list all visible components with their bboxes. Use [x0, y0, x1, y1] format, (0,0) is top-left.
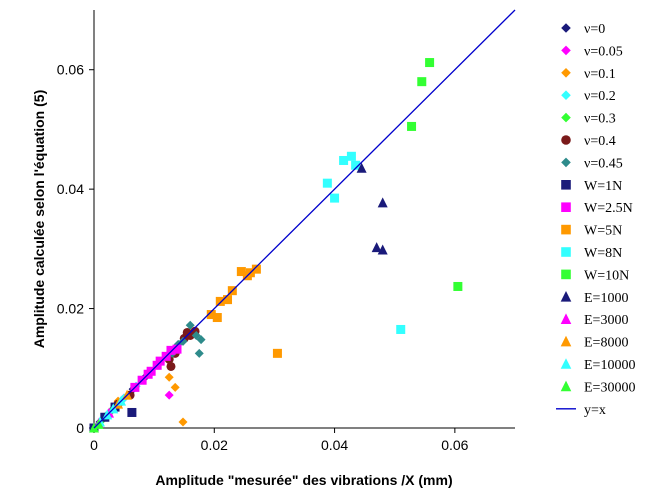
data-point — [351, 160, 361, 170]
axes — [93, 10, 515, 429]
legend-marker — [561, 269, 571, 280]
data-point — [172, 344, 182, 354]
legend-label: W=1N — [584, 179, 622, 194]
x-tick-label: 0.06 — [441, 437, 468, 453]
data-point — [371, 242, 382, 253]
legend-marker — [560, 313, 572, 324]
legend-marker — [561, 23, 571, 33]
x-tick-label: 0 — [90, 437, 98, 453]
data-point — [377, 244, 388, 255]
legend-marker — [560, 380, 572, 392]
series-10 — [322, 151, 406, 334]
legend-label: E=8000 — [584, 336, 628, 351]
series-11 — [407, 58, 463, 291]
legend-label: E=1000 — [584, 291, 628, 306]
data-point — [223, 295, 233, 305]
legend-label: E=30000 — [584, 380, 635, 395]
x-tick-label: 0.04 — [321, 437, 348, 453]
data-point — [206, 310, 216, 320]
data-point — [330, 193, 340, 203]
reference-line-y-equals-x — [93, 9, 516, 429]
data-point — [453, 281, 463, 291]
plot-area — [89, 9, 516, 433]
legend-label: W=2.5N — [584, 201, 633, 216]
legend-label: E=3000 — [584, 313, 628, 328]
data-point — [185, 320, 195, 330]
x-axis-title: Amplitude "mesurée" des vibrations /X (m… — [155, 472, 452, 488]
legend-label: ν=0.45 — [584, 156, 623, 171]
data-point — [377, 197, 388, 208]
legend: ν=0 ν=0.05 ν=0.1 ν=0.2 ν=0.3 ν=0.4 ν=0.45 W=1N W… — [556, 22, 635, 418]
ticks: 0 0.02 0.04 0.06 0 0.02 0.04 0.06 — [57, 62, 469, 453]
data-point — [166, 361, 176, 371]
data-point — [236, 267, 246, 277]
series-12 — [356, 162, 388, 255]
data-point — [178, 336, 188, 346]
data-point — [164, 390, 174, 400]
data-point — [212, 313, 222, 323]
legend-label: ν=0.4 — [584, 134, 616, 149]
legend-marker — [561, 68, 571, 78]
data-point — [196, 335, 206, 345]
data-point — [272, 348, 282, 358]
legend-marker — [561, 224, 571, 235]
legend-marker — [560, 358, 572, 369]
legend-label: W=8N — [584, 246, 622, 261]
data-point — [425, 58, 435, 68]
legend-marker — [561, 90, 571, 100]
legend-marker — [561, 180, 571, 190]
legend-label: ν=0 — [584, 22, 605, 37]
data-point — [178, 417, 188, 427]
y-axis-title: Amplitude calculée selon l'équation (5) — [31, 90, 47, 349]
legend-marker — [561, 247, 571, 257]
data-point — [170, 382, 180, 392]
legend-label: ν=0.1 — [584, 67, 616, 82]
legend-label: y=x — [584, 403, 606, 418]
data-point — [339, 155, 349, 165]
data-point — [194, 348, 204, 358]
y-tick-label: 0.04 — [57, 181, 84, 197]
legend-marker — [560, 291, 572, 302]
x-tick-label: 0.02 — [201, 437, 228, 453]
legend-label: W=10N — [584, 268, 629, 283]
legend-label: ν=0.2 — [584, 89, 616, 104]
data-point — [251, 264, 261, 274]
data-point — [127, 407, 137, 417]
legend-marker — [561, 157, 571, 168]
legend-label: ν=0.3 — [584, 112, 616, 127]
legend-marker — [561, 202, 571, 212]
data-point — [215, 296, 225, 306]
data-point — [164, 372, 174, 382]
legend-marker — [561, 45, 571, 56]
data-point — [417, 77, 427, 87]
data-point — [356, 162, 367, 173]
data-point — [322, 178, 332, 188]
y-tick-label: 0.06 — [57, 62, 84, 78]
legend-label: ν=0.05 — [584, 44, 623, 59]
legend-label: E=10000 — [584, 358, 635, 373]
legend-marker — [560, 335, 572, 347]
legend-label: W=5N — [584, 224, 622, 239]
data-point — [155, 356, 165, 366]
data-point — [396, 324, 406, 334]
data-point — [346, 151, 356, 161]
data-point — [166, 345, 176, 355]
legend-marker — [561, 112, 571, 123]
y-tick-label: 0 — [76, 420, 84, 436]
data-point — [407, 121, 417, 131]
y-tick-label: 0.02 — [57, 301, 84, 317]
legend-marker — [561, 135, 571, 145]
